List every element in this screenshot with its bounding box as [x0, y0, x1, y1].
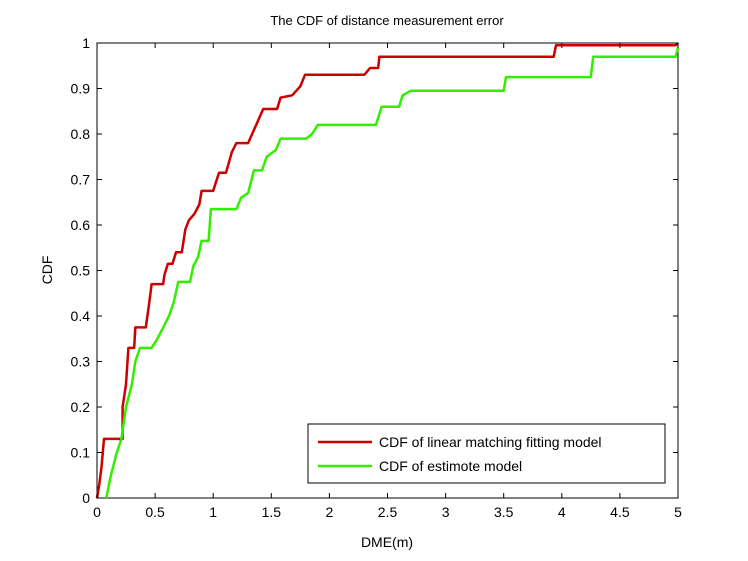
series-line-1 — [95, 42, 679, 499]
x-tick-label: 1.5 — [262, 504, 282, 520]
legend-box — [307, 423, 666, 484]
x-tick-label: 2.5 — [378, 504, 398, 520]
data-layer — [95, 42, 680, 499]
legend-label-2: CDF of estimote model — [379, 458, 522, 474]
y-tick-label: 0.4 — [71, 308, 91, 324]
x-tick-label: 0 — [93, 504, 101, 520]
ticks-layer: 0 0.5 1 1.5 2 2.5 3 3.5 4 4.5 5 0 0.1 0.2 0.3 0.4 0.5 0.6… — [71, 35, 683, 520]
series-line-2 — [105, 47, 680, 499]
y-axis-label: CDF — [39, 256, 55, 285]
x-tick-label: 0.5 — [145, 504, 165, 520]
x-tick-label: 4 — [558, 504, 566, 520]
x-tick-label: 1 — [209, 504, 217, 520]
plot-area — [96, 42, 679, 499]
y-tick-label: 0.3 — [71, 354, 91, 370]
y-tick-label: 0.9 — [71, 81, 91, 97]
x-tick-label: 3 — [442, 504, 450, 520]
x-tick-label: 4.5 — [610, 504, 630, 520]
axes-box — [96, 42, 679, 499]
y-tick-label: 0.6 — [71, 217, 91, 233]
legend: CDF of linear matching fitting model CDF … — [307, 423, 666, 484]
x-tick-label: 2 — [326, 504, 334, 520]
chart-title: The CDF of distance measurement error — [270, 13, 504, 28]
x-tick-label: 5 — [674, 504, 682, 520]
x-tick-label: 3.5 — [494, 504, 514, 520]
legend-label-1: CDF of linear matching fitting model — [379, 434, 602, 450]
y-tick-label: 0.8 — [71, 126, 91, 142]
y-tick-label: 0.7 — [71, 172, 91, 188]
y-tick-label: 0.5 — [71, 263, 91, 279]
y-tick-label: 0 — [82, 490, 90, 506]
y-tick-label: 0.2 — [71, 399, 91, 415]
y-tick-label: 0.1 — [71, 445, 91, 461]
x-axis-label: DME(m) — [361, 534, 413, 550]
y-tick-label: 1 — [82, 35, 90, 51]
